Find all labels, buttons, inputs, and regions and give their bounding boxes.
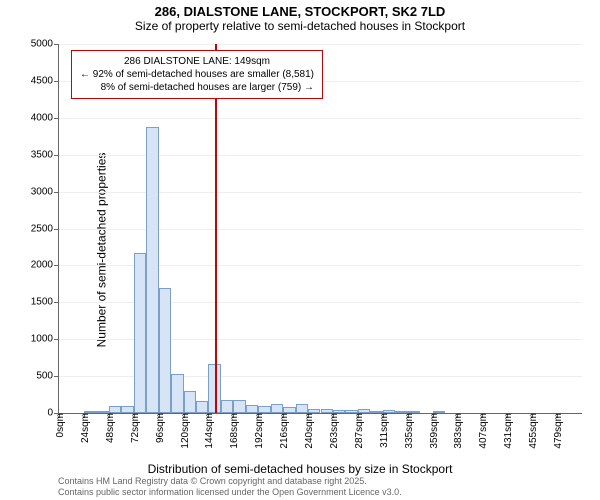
histogram-bar	[171, 374, 183, 413]
annotation-box: 286 DIALSTONE LANE: 149sqm← 92% of semi-…	[71, 50, 323, 99]
histogram-bar	[246, 405, 258, 413]
histogram-bar	[233, 400, 245, 413]
x-tick-label: 0sqm	[55, 413, 66, 437]
x-tick-label: 240sqm	[304, 413, 315, 449]
annotation-smaller: ← 92% of semi-detached houses are smalle…	[80, 68, 314, 81]
x-tick-label: 383sqm	[453, 413, 464, 449]
footnote-line-1: Contains HM Land Registry data © Crown c…	[58, 476, 402, 487]
y-tick-label: 1000	[31, 334, 59, 345]
grid-line	[59, 118, 582, 119]
x-tick-label: 168sqm	[229, 413, 240, 449]
histogram-bar	[271, 404, 283, 413]
chart-container: 286, DIALSTONE LANE, STOCKPORT, SK2 7LD …	[0, 0, 600, 500]
x-tick-label: 407sqm	[478, 413, 489, 449]
annotation-title: 286 DIALSTONE LANE: 149sqm	[80, 55, 314, 68]
histogram-bar	[184, 391, 196, 413]
y-tick-label: 500	[36, 371, 59, 382]
x-tick-label: 96sqm	[155, 413, 166, 443]
y-tick-label: 3500	[31, 149, 59, 160]
x-tick-label: 455sqm	[528, 413, 539, 449]
x-tick-label: 335sqm	[404, 413, 415, 449]
histogram-bar	[134, 253, 146, 413]
grid-line	[59, 44, 582, 45]
chart-title: 286, DIALSTONE LANE, STOCKPORT, SK2 7LD	[0, 0, 600, 19]
histogram-bar	[296, 404, 308, 413]
x-tick-label: 431sqm	[503, 413, 514, 449]
plot-area: 0500100015002000250030003500400045005000…	[58, 44, 582, 414]
x-tick-label: 359sqm	[429, 413, 440, 449]
x-tick-label: 72sqm	[130, 413, 141, 443]
x-tick-label: 311sqm	[379, 413, 390, 448]
footnote: Contains HM Land Registry data © Crown c…	[58, 476, 402, 498]
grid-line	[59, 229, 582, 230]
property-marker-line	[215, 44, 217, 413]
histogram-bar	[109, 406, 121, 413]
x-tick-label: 120sqm	[180, 413, 191, 449]
x-axis-label: Distribution of semi-detached houses by …	[148, 462, 453, 476]
x-tick-label: 263sqm	[329, 413, 340, 449]
histogram-bar	[159, 288, 171, 413]
y-tick-label: 5000	[31, 39, 59, 50]
x-tick-label: 144sqm	[204, 413, 215, 449]
x-tick-label: 479sqm	[553, 413, 564, 449]
x-tick-label: 24sqm	[80, 413, 91, 443]
histogram-bar	[258, 406, 270, 413]
plot: 0500100015002000250030003500400045005000…	[58, 44, 582, 414]
footnote-line-2: Contains public sector information licen…	[58, 487, 402, 498]
chart-subtitle: Size of property relative to semi-detach…	[0, 19, 600, 39]
y-tick-label: 4000	[31, 112, 59, 123]
x-tick-label: 48sqm	[105, 413, 116, 443]
histogram-bar	[221, 400, 233, 413]
x-tick-label: 287sqm	[354, 413, 365, 449]
y-tick-label: 2000	[31, 260, 59, 271]
y-tick-label: 3000	[31, 186, 59, 197]
histogram-bar	[121, 406, 133, 413]
annotation-larger: 8% of semi-detached houses are larger (7…	[80, 81, 314, 94]
grid-line	[59, 155, 582, 156]
histogram-bar	[196, 401, 208, 413]
grid-line	[59, 192, 582, 193]
y-tick-label: 1500	[31, 297, 59, 308]
y-tick-label: 4500	[31, 75, 59, 86]
x-tick-label: 216sqm	[279, 413, 290, 449]
histogram-bar	[146, 127, 158, 413]
y-tick-label: 2500	[31, 223, 59, 234]
x-tick-label: 192sqm	[254, 413, 265, 449]
